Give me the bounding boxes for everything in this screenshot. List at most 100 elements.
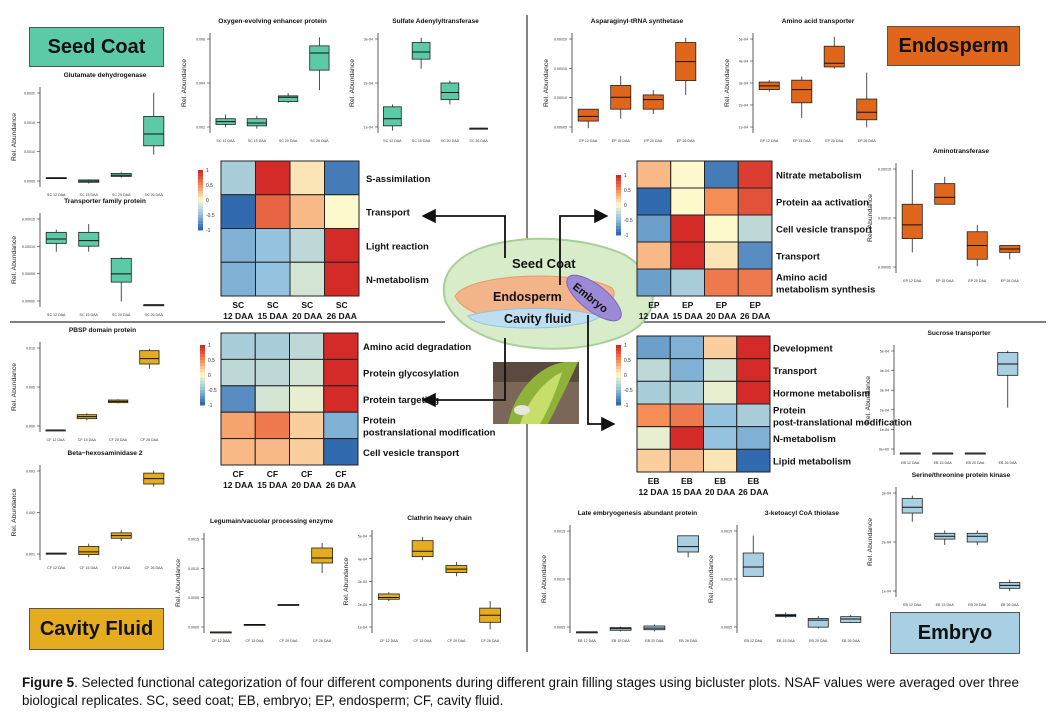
- heatmap-cell: [323, 385, 359, 413]
- heatmap-legend-swatch: [616, 384, 621, 388]
- heatmap-legend-swatch: [616, 184, 621, 188]
- heatmap-row-label: Amino acid degradation: [363, 342, 471, 353]
- boxplot-y-tick-label: 0.0020: [24, 92, 35, 96]
- boxplot-y-tick-label: 4e-04: [358, 557, 367, 561]
- heatmap-cell: [670, 241, 705, 270]
- heatmap-row-label-line: Cell vesicle transport: [776, 225, 873, 236]
- heatmap-row-label-line: Hormone metabolism: [773, 389, 870, 400]
- boxplot-x-tick-label: EB 26 DAA: [842, 639, 861, 643]
- boxplot-y-label: Rel. Abundance: [343, 557, 350, 605]
- boxplot-x-tick-label: CF 12 DAA: [47, 566, 66, 570]
- heatmap-legend-tick: 0: [208, 373, 211, 379]
- heatmap-col-label: EB: [747, 476, 759, 486]
- boxplot-box: [378, 593, 400, 600]
- heatmap-cell: [220, 332, 256, 360]
- boxplot-y-tick-label: 0.0005: [188, 596, 199, 600]
- heatmap-cell: [254, 332, 290, 360]
- boxplot-box: [856, 98, 878, 121]
- boxplot-serine-threonine-protein-kinase: Serine/threonine protein kinase 3e-04 2e-0…: [867, 472, 1021, 607]
- heatmap-cell: [289, 332, 325, 360]
- boxplot-x-tick-label: CF 20 DAA: [447, 639, 466, 643]
- boxplot-y-tick-label: 0.00000: [22, 300, 35, 304]
- heatmap-cell: [704, 160, 739, 189]
- boxplot-y-label: Rel. Abundance: [11, 363, 18, 411]
- boxplot-x-tick-label: EP 20 DAA: [644, 139, 663, 143]
- heatmap-cell: [636, 335, 671, 360]
- heatmap-cell: [254, 385, 290, 413]
- heatmap-col-label: EP: [716, 300, 728, 310]
- heatmap-legend-swatch: [198, 197, 203, 201]
- heatmap-row-label: Cell vesicle transport: [776, 225, 873, 236]
- heatmap-row-label: Development: [773, 343, 833, 354]
- label-seed-coat: Seed Coat: [29, 27, 164, 67]
- heatmap-legend-swatch: [616, 393, 621, 397]
- boxplot-x-tick-label: SC 26 DAA: [310, 139, 329, 143]
- boxplot-x-tick-label: CF 12 DAA: [47, 438, 66, 442]
- boxplot-y-label: Rel. Abundance: [175, 559, 182, 607]
- heatmap-legend-tick: -0.5: [208, 388, 217, 394]
- heatmap-col-label: EP: [648, 300, 660, 310]
- boxplot-box: [934, 183, 956, 205]
- boxplot-y-tick-label: 1e-04: [358, 626, 367, 630]
- heatmap-legend-swatch: [616, 187, 621, 191]
- boxplot-title: 3-ketoacyl CoA thiolase: [765, 510, 839, 517]
- boxplot-x-tick-label: SC 20 DAA: [279, 139, 298, 143]
- boxplot-x-tick-label: EB 12 DAA: [903, 603, 922, 607]
- heatmap-legend-tick: -1: [206, 228, 211, 234]
- grain-photo: [493, 362, 579, 424]
- heatmap-cell: [736, 403, 771, 428]
- boxplot-x-tick-label: CF 26 DAA: [145, 566, 164, 570]
- heatmap-row-label-line: postranslational modification: [363, 427, 496, 438]
- heatmap-cell: [703, 358, 738, 382]
- boxplot-y-tick-label: 0.0000: [188, 626, 199, 630]
- boxplot-y-tick-label: 0.002: [196, 126, 205, 130]
- heatmap-row-label-line: Protein targeting: [363, 395, 439, 406]
- boxplot-x-tick-label: EB 15 DAA: [934, 461, 953, 465]
- heatmap-row-label: Protein postranslational modification: [363, 415, 496, 438]
- boxplot-x-tick-label: EB 20 DAA: [968, 603, 987, 607]
- heatmap-col-label: EB: [648, 476, 660, 486]
- heatmap-cell: [324, 194, 360, 229]
- heatmap-col-label: 15 DAA: [258, 311, 288, 321]
- boxplot-box: [642, 94, 664, 110]
- heatmap-legend-tick: -1: [624, 233, 629, 239]
- boxplot-3-ketoacyl-coa-thiolase: 3-ketoacyl CoA thiolase 0.0015 0.0010 0.000…: [708, 510, 862, 643]
- boxplot-y-tick-label: 3e-04: [358, 580, 367, 584]
- heatmap-cell: [737, 268, 773, 297]
- boxplot-y-tick-label: 2e-04: [739, 104, 748, 108]
- boxplot-y-label: Rel. Abundance: [11, 113, 18, 161]
- heatmap-legend-swatch: [200, 393, 205, 397]
- boxplot-y-tick-label: 0.0015: [554, 530, 565, 534]
- heatmap-cell: [324, 160, 360, 196]
- boxplot-box: [901, 203, 923, 240]
- boxplot-pbsp-domain-protein: PBSP domain protein 0.010 0.005 0.000 Rel. A…: [11, 327, 160, 442]
- boxplot-box: [411, 540, 434, 558]
- heatmap-row-label-line: N-metabolism: [773, 434, 836, 445]
- heatmap-row-label: Amino acid metabolism synthesis: [776, 273, 875, 296]
- heatmap-cell: [323, 411, 359, 440]
- boxplot-y-label: Rel. Abundance: [541, 555, 548, 603]
- heatmap-legend-swatch: [616, 214, 621, 218]
- boxplot-oxygen-evolving-enhancer-protein: Oxygen-evolving enhancer protein 0.006 0.0…: [181, 18, 330, 143]
- heatmap-legend-swatch: [200, 345, 205, 349]
- heatmap-legend-swatch: [616, 232, 621, 236]
- boxplot-glutamate-dehydrogenase: Glutamate dehydrogenase 0.0020 0.0015 0.001…: [11, 72, 165, 197]
- boxplot-x-tick-label: CF 15 DAA: [80, 566, 99, 570]
- boxplot-y-tick-label: 0.00015: [878, 168, 891, 172]
- arrow-to-seed-coat-heatmap: [421, 208, 506, 258]
- boxplot-box: [45, 231, 67, 244]
- heatmap-col-label: 26 DAA: [738, 487, 768, 497]
- boxplot-box: [807, 618, 829, 628]
- heatmap-row-label-line: Nitrate metabolism: [776, 171, 862, 182]
- boxplot-y-tick-label: 0.00005: [878, 266, 891, 270]
- boxplot-box: [440, 82, 460, 101]
- heatmap-legend-swatch: [616, 369, 621, 373]
- heatmap-row-label-line: Protein: [773, 405, 806, 416]
- boxplot-amino-acid-transporter: Amino acid transporter 5e-04 4e-04 3e-04 2e-…: [724, 18, 878, 143]
- heatmap-cell: [636, 160, 672, 189]
- heatmap-row-label: Protein glycosylation: [363, 369, 459, 380]
- boxplot-y-tick-label: 0.001: [26, 553, 35, 557]
- boxplot-y-tick-label: 0.00015: [554, 67, 567, 71]
- boxplot-y-tick-label: 2e-04: [364, 82, 373, 86]
- boxplot-transporter-family-protein: Transporter family protein 0.00015 0.00010…: [11, 198, 165, 317]
